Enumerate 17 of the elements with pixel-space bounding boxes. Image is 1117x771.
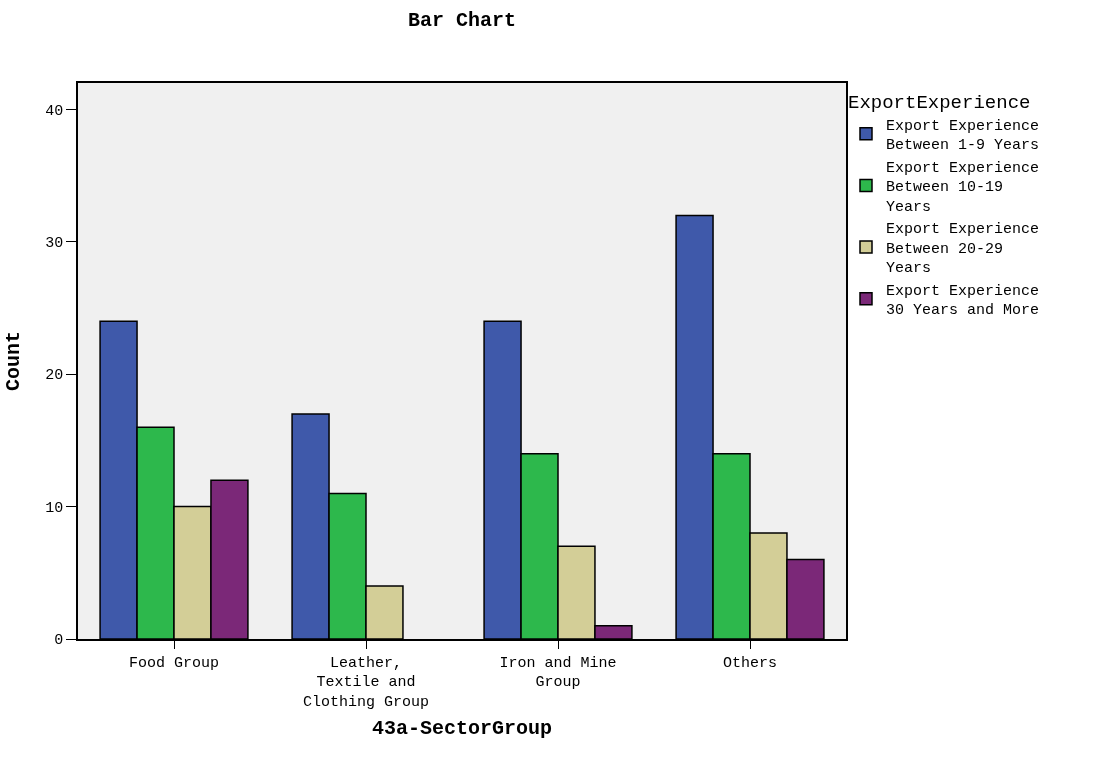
x-tick-label: Food Group [128, 654, 220, 672]
x-tick-label: Iron and Mine Group [499, 654, 617, 692]
legend-label: Export Experience Between 20-29 Years [886, 221, 1040, 278]
legend-label: Export Experience Between 1-9 Years [886, 117, 1040, 155]
x-axis-title: 43a-SectorGroup [371, 716, 553, 740]
legend-title: ExportExperience [848, 91, 1031, 114]
y-tick-label: 10 [45, 499, 64, 517]
y-tick-label: 40 [45, 102, 64, 120]
y-tick-label: 0 [54, 632, 64, 650]
y-axis-title: Count [2, 330, 26, 392]
legend-label: Export Experience 30 Years and More [886, 282, 1040, 320]
x-tick-label: Others [722, 654, 778, 672]
y-tick-label: 30 [45, 235, 64, 253]
chart-title: Bar Chart [407, 8, 517, 32]
x-tick-label: Leather, Textile and Clothing Group [302, 654, 430, 711]
legend-label: Export Experience Between 10-19 Years [886, 159, 1040, 216]
y-tick-label: 20 [45, 367, 64, 385]
